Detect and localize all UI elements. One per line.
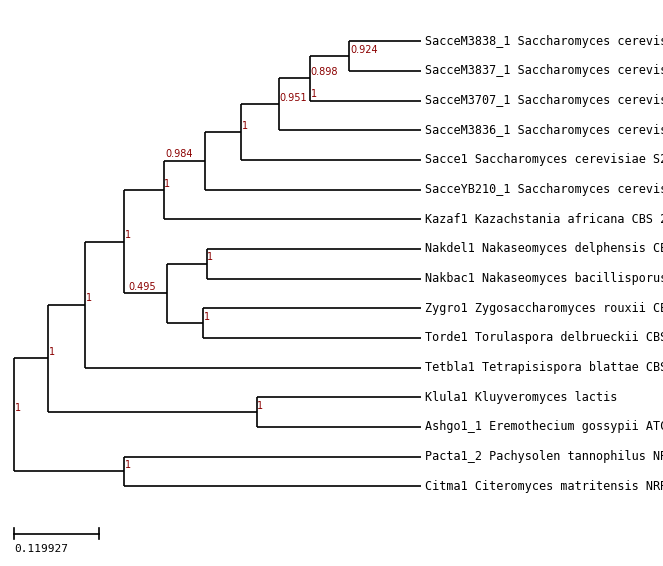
Text: SacceM3707_1 Saccharomyces cerevisiae M3707 Dikaryon: SacceM3707_1 Saccharomyces cerevisiae M3… [425, 94, 663, 107]
Text: 1: 1 [208, 252, 213, 262]
Text: 0.119927: 0.119927 [14, 544, 68, 554]
Text: SacceM3836_1 Saccharomyces cerevisiae M3836 v1.0: SacceM3836_1 Saccharomyces cerevisiae M3… [425, 124, 663, 137]
Text: 0.495: 0.495 [128, 282, 156, 292]
Text: 1: 1 [125, 460, 131, 470]
Text: Zygro1 Zygosaccharomyces rouxii CBS732: Zygro1 Zygosaccharomyces rouxii CBS732 [425, 302, 663, 315]
Text: SacceM3837_1 Saccharomyces cerevisiae M3837 v1.0: SacceM3837_1 Saccharomyces cerevisiae M3… [425, 65, 663, 78]
Text: Ashgo1_1 Eremothecium gossypii ATCC 10895: Ashgo1_1 Eremothecium gossypii ATCC 1089… [425, 421, 663, 434]
Text: Sacce1 Saccharomyces cerevisiae S288C: Sacce1 Saccharomyces cerevisiae S288C [425, 153, 663, 166]
Text: Pacta1_2 Pachysolen tannophilus NRRL Y-2460 v1.2: Pacta1_2 Pachysolen tannophilus NRRL Y-2… [425, 450, 663, 463]
Text: 1: 1 [49, 347, 55, 357]
Text: 1: 1 [164, 178, 170, 188]
Text: Kazaf1 Kazachstania africana CBS 2517: Kazaf1 Kazachstania africana CBS 2517 [425, 213, 663, 226]
Text: Tetbla1 Tetrapisispora blattae CBS 6284: Tetbla1 Tetrapisispora blattae CBS 6284 [425, 361, 663, 374]
Text: 0.924: 0.924 [350, 45, 378, 54]
Text: Torde1 Torulaspora delbrueckii CBS 1146: Torde1 Torulaspora delbrueckii CBS 1146 [425, 331, 663, 344]
Text: 1: 1 [241, 121, 248, 131]
Text: 1: 1 [257, 401, 263, 410]
Text: 1: 1 [15, 404, 21, 413]
Text: 1: 1 [86, 293, 92, 303]
Text: 0.898: 0.898 [311, 67, 338, 77]
Text: 0.984: 0.984 [166, 149, 194, 160]
Text: Nakdel1 Nakaseomyces delphensis CBS 2170: Nakdel1 Nakaseomyces delphensis CBS 2170 [425, 242, 663, 255]
Text: Citma1 Citeromyces matritensis NRRL Y-2407: Citma1 Citeromyces matritensis NRRL Y-24… [425, 479, 663, 492]
Text: Klula1 Kluyveromyces lactis: Klula1 Kluyveromyces lactis [425, 391, 617, 404]
Text: 1: 1 [125, 230, 131, 240]
Text: SacceYB210_1 Saccharomyces cerevisiae YB210 v1.0: SacceYB210_1 Saccharomyces cerevisiae YB… [425, 183, 663, 196]
Text: 1: 1 [311, 89, 317, 99]
Text: SacceM3838_1 Saccharomyces cerevisiae M3838 v1.0: SacceM3838_1 Saccharomyces cerevisiae M3… [425, 35, 663, 48]
Text: 1: 1 [204, 311, 210, 321]
Text: 0.951: 0.951 [279, 93, 307, 103]
Text: Nakbac1 Nakaseomyces bacillisporus CBS 7720: Nakbac1 Nakaseomyces bacillisporus CBS 7… [425, 272, 663, 285]
